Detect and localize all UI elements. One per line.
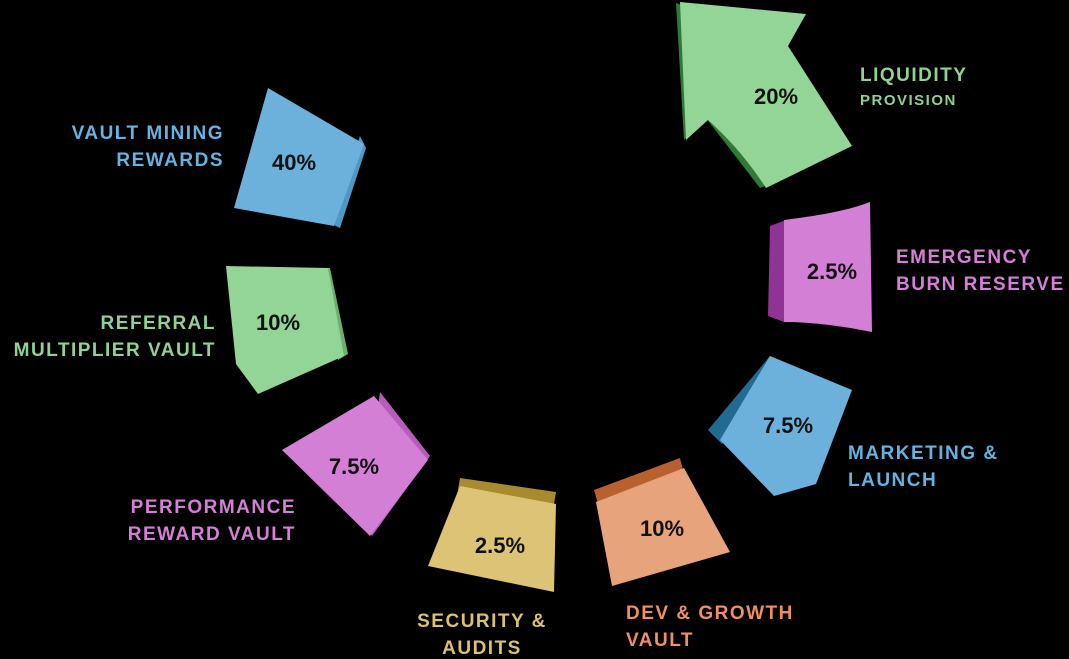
segment-vault-label: VAULT MINING REWARDS <box>40 120 224 174</box>
segment-performance-label: PERFORMANCE REWARD VAULT <box>96 494 296 548</box>
segment-security-percent: 2.5% <box>475 533 525 558</box>
segment-security-block: 2.5% <box>428 478 556 592</box>
label-line: MULTIPLIER VAULT <box>13 340 216 361</box>
segment-liquidity-arrow: 20% <box>676 2 852 188</box>
label-line: MARKETING & <box>848 443 999 464</box>
label-line: EMERGENCY <box>896 247 1032 268</box>
block-front-face <box>720 356 852 496</box>
segment-performance-percent: 7.5% <box>329 454 379 479</box>
block-front-face <box>428 486 556 592</box>
label-line: REFERRAL <box>100 313 216 334</box>
label-line: VAULT <box>626 630 695 651</box>
segment-referral-label: REFERRAL MULTIPLIER VAULT <box>0 310 216 364</box>
segment-dev-label: DEV & GROWTH VAULT <box>626 600 794 654</box>
block-front-face <box>784 202 872 332</box>
segment-referral-percent: 10% <box>256 310 300 335</box>
arrow-front-face <box>680 2 852 188</box>
segment-vault-percent: 40% <box>272 150 316 175</box>
block-front-face <box>226 266 344 394</box>
segment-dev-percent: 10% <box>640 516 684 541</box>
label-line: BURN RESERVE <box>896 274 1065 295</box>
segment-liquidity-label: LIQUIDITY PROVISION <box>860 62 967 113</box>
label-line: AUDITS <box>442 638 522 659</box>
segment-performance-block: 7.5% <box>282 392 430 536</box>
label-line: PROVISION <box>860 92 957 109</box>
label-line: REWARDS <box>116 150 224 171</box>
block-front-face <box>282 396 428 536</box>
segment-emergency-block: 2.5% <box>768 202 872 332</box>
segment-vault-block: 40% <box>234 88 366 228</box>
block-side-face <box>594 458 684 504</box>
segment-emergency-percent: 2.5% <box>807 259 857 284</box>
segment-marketing-block: 7.5% <box>708 356 852 496</box>
segment-marketing-percent: 7.5% <box>763 413 813 438</box>
segment-emergency-label: EMERGENCY BURN RESERVE <box>896 244 1065 298</box>
block-side-face <box>768 220 786 322</box>
label-line: LIQUIDITY <box>860 65 968 86</box>
label-line: DEV & GROWTH <box>626 603 794 624</box>
block-front-face <box>596 468 730 586</box>
segment-marketing-label: MARKETING & LAUNCH <box>848 440 999 494</box>
block-side-face <box>458 478 556 504</box>
segment-liquidity-percent: 20% <box>754 84 798 109</box>
label-line: VAULT MINING <box>71 123 224 144</box>
segment-security-label: SECURITY & AUDITS <box>402 608 562 659</box>
label-line: LAUNCH <box>848 470 938 491</box>
label-line: REWARD VAULT <box>127 524 296 545</box>
block-front-face <box>234 88 364 226</box>
label-line: PERFORMANCE <box>130 497 296 518</box>
label-line: SECURITY & <box>417 611 547 632</box>
segment-dev-block: 10% <box>594 458 730 586</box>
segment-referral-block: 10% <box>226 266 348 394</box>
